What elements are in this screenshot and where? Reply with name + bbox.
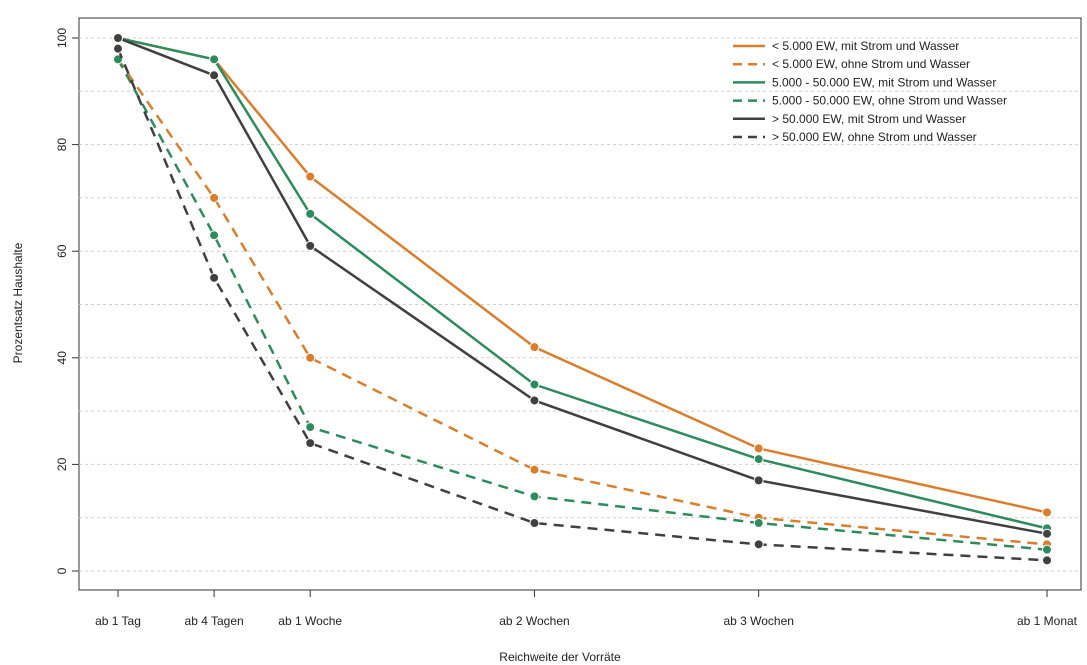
y-tick-label: 80 [55, 138, 69, 152]
data-point [113, 43, 123, 54]
data-point [1042, 507, 1052, 518]
data-point [209, 54, 220, 65]
data-point [529, 491, 540, 502]
x-axis-title: Reichweite der Vorräte [499, 650, 621, 664]
data-point [529, 464, 540, 475]
series-line [117, 36, 1048, 514]
grid-lines [79, 37, 1081, 572]
data-point [1042, 544, 1052, 555]
data-point [209, 70, 220, 81]
legend-label: < 5.000 EW, ohne Strom und Wasser [772, 57, 970, 71]
data-point [529, 395, 540, 406]
legend-label: 5.000 - 50.000 EW, ohne Strom und Wasser [772, 94, 1007, 108]
data-point [209, 230, 220, 241]
x-axis: ab 1 Tag ab 4 Tagen ab 1 Woche ab 2 Wochen a… [95, 590, 1078, 628]
series-line [116, 58, 1048, 546]
x-tick-label: ab 4 Tagen [185, 614, 244, 628]
legend-label: > 50.000 EW, mit Strom und Wasser [772, 112, 966, 126]
data-point [305, 208, 316, 219]
data-point [305, 422, 316, 433]
y-tick-label: 40 [55, 351, 69, 365]
data-point [305, 171, 316, 182]
legend-label: > 50.000 EW, ohne Strom und Wasser [772, 130, 977, 144]
data-point [305, 240, 316, 251]
series-line [117, 36, 1048, 530]
data-point [305, 352, 316, 363]
data-point [753, 518, 764, 529]
series-line [117, 36, 1048, 535]
legend: < 5.000 EW, mit Strom und Wasser < 5.000 … [733, 39, 1007, 144]
data-point [753, 539, 764, 550]
data-point [529, 379, 540, 390]
data-point [753, 454, 764, 465]
data-point [209, 192, 220, 203]
data-point [753, 475, 764, 486]
series-line [116, 48, 1048, 562]
data-point [209, 272, 220, 283]
y-tick-label: 60 [55, 244, 69, 258]
data-point [529, 342, 540, 353]
y-tick-label: 20 [55, 457, 69, 471]
x-tick-label: ab 1 Monat [1017, 614, 1078, 628]
y-axis: 0 20 40 60 80 100 [55, 28, 79, 574]
y-tick-label: 100 [55, 28, 69, 48]
y-axis-title: Prozentsatz Haushalte [11, 242, 25, 363]
x-tick-label: ab 1 Tag [95, 614, 141, 628]
x-tick-label: ab 2 Wochen [499, 614, 570, 628]
series-lines [113, 33, 1052, 566]
series-line [116, 58, 1048, 551]
x-tick-label: ab 3 Wochen [723, 614, 794, 628]
data-point [1042, 555, 1052, 566]
data-point [529, 518, 540, 529]
data-point [753, 443, 764, 454]
data-point [113, 33, 123, 43]
data-point [305, 438, 316, 449]
x-tick-label: ab 1 Woche [278, 614, 342, 628]
y-tick-label: 0 [55, 567, 69, 574]
legend-label: < 5.000 EW, mit Strom und Wasser [772, 39, 959, 53]
legend-label: 5.000 - 50.000 EW, mit Strom und Wasser [772, 75, 996, 89]
data-point [1042, 528, 1052, 539]
